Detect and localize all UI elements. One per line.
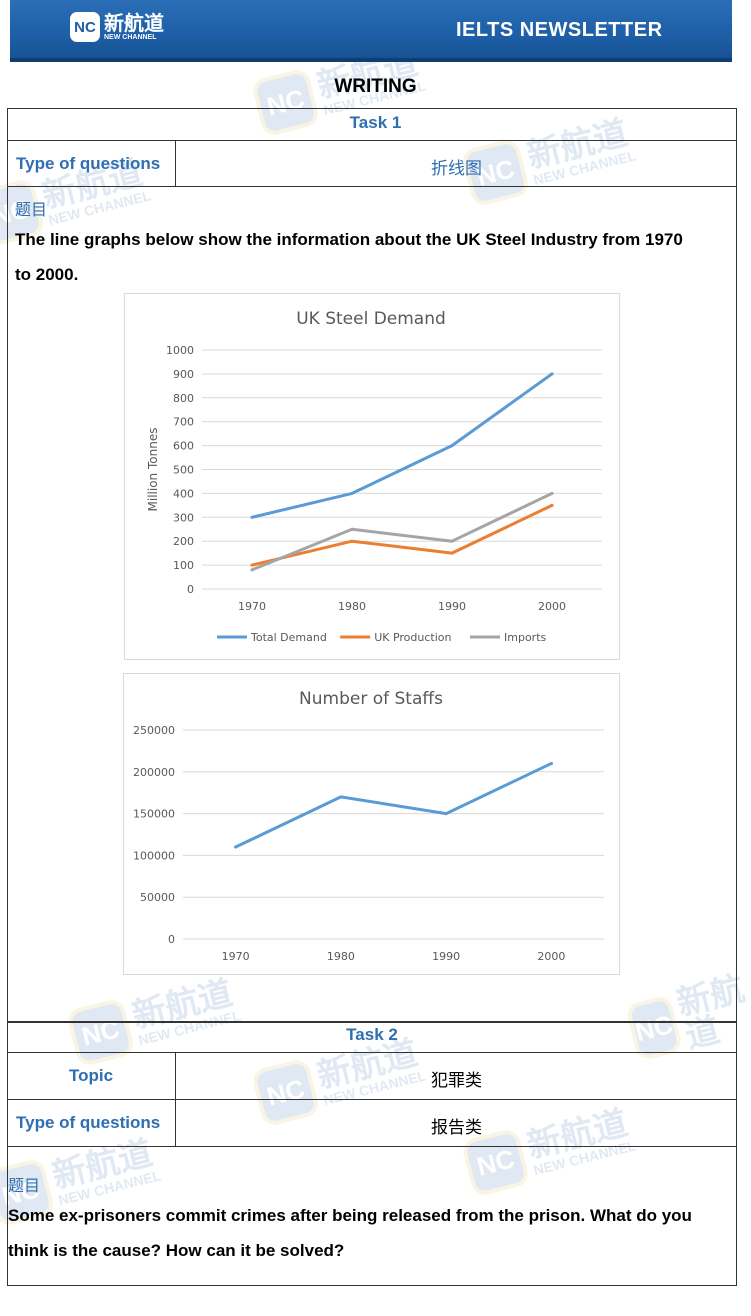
data-point — [450, 551, 454, 555]
y-tick-label: 150000 — [133, 808, 175, 821]
y-tick-label: 200000 — [133, 766, 175, 779]
table-divider — [7, 1099, 737, 1100]
x-tick-label: 1970 — [222, 950, 250, 963]
newsletter-header — [10, 0, 732, 62]
y-tick-label: 100 — [173, 559, 194, 572]
y-tick-label: 0 — [168, 933, 175, 946]
task2-topic-value: 犯罪类 — [431, 1071, 482, 1091]
data-point — [250, 515, 254, 519]
logo-mark-icon: NC — [70, 12, 100, 42]
chart-staffs-frame — [123, 673, 620, 975]
series-line — [250, 491, 554, 572]
legend-label: Total Demand — [250, 631, 327, 644]
y-tick-label: 700 — [173, 416, 194, 429]
task1-prompt-line2: to 2000. — [15, 265, 79, 284]
table-divider — [7, 140, 737, 141]
task2-table — [7, 1022, 737, 1286]
y-tick-label: 900 — [173, 368, 194, 381]
y-tick-label: 300 — [173, 511, 194, 524]
data-point — [550, 372, 554, 376]
task2-heading: Task 2 — [346, 1025, 398, 1044]
x-tick-label: 1980 — [327, 950, 355, 963]
data-point — [549, 761, 553, 765]
data-point — [450, 539, 454, 543]
data-point — [444, 812, 448, 816]
task1-type-value: 折线图 — [431, 159, 482, 179]
table-divider — [175, 1052, 176, 1146]
task2-type-value: 报告类 — [431, 1118, 482, 1138]
y-tick-label: 800 — [173, 392, 194, 405]
series-line — [250, 503, 554, 567]
x-tick-label: 2000 — [538, 600, 566, 613]
header-divider — [10, 58, 732, 62]
task2-type-label: Type of questions — [16, 1113, 161, 1132]
y-tick-label: 400 — [173, 487, 194, 500]
task1-table — [7, 108, 737, 1022]
y-axis-label: Million Tonnes — [146, 428, 160, 512]
data-point — [350, 539, 354, 543]
legend-label: Imports — [504, 631, 547, 644]
data-point — [234, 845, 238, 849]
task2-prompt-line1: Some ex-prisoners commit crimes after be… — [8, 1206, 692, 1225]
table-divider — [175, 140, 176, 186]
y-tick-label: 50000 — [140, 891, 175, 904]
y-tick-label: 200 — [173, 535, 194, 548]
task2-topic-label: Topic — [68, 1066, 114, 1085]
chart-staffs: Number of Staffs 0 50000 100000 150000 200000… — [133, 689, 604, 963]
data-point — [550, 491, 554, 495]
y-tick-label: 500 — [173, 464, 194, 477]
task2-prompt-line2: think is the cause? How can it be solved… — [8, 1241, 345, 1260]
x-tick-label: 1970 — [238, 600, 266, 613]
y-tick-label: 100000 — [133, 849, 175, 862]
table-divider — [7, 1052, 737, 1053]
series-line — [234, 761, 553, 849]
chart-steel-demand-frame — [124, 293, 620, 660]
task1-heading: Task 1 — [349, 113, 402, 132]
data-point — [550, 503, 554, 507]
table-divider — [7, 186, 737, 187]
y-tick-label: 600 — [173, 440, 194, 453]
y-tick-label: 1000 — [166, 344, 194, 357]
section-title: WRITING — [334, 76, 417, 97]
data-point — [250, 568, 254, 572]
logo-en-text: NEW CHANNEL — [104, 34, 157, 41]
chart-steel-demand: UK Steel Demand 0 100 200 300 400 500 600 700 800… — [146, 309, 602, 644]
data-point — [450, 444, 454, 448]
data-point — [250, 563, 254, 567]
y-tick-label: 0 — [187, 583, 194, 596]
chart-title: Number of Staffs — [299, 689, 443, 709]
chart-title: UK Steel Demand — [296, 309, 446, 329]
x-tick-label: 1990 — [432, 950, 460, 963]
brand-logo: NC 新航道 NEW CHANNEL — [70, 12, 164, 42]
table-divider — [7, 1146, 737, 1147]
series-line — [250, 372, 554, 519]
x-tick-label: 1990 — [438, 600, 466, 613]
x-tick-label: 2000 — [537, 950, 565, 963]
task2-prompt-label: 题目 — [8, 1176, 41, 1195]
legend-label: UK Production — [374, 631, 451, 644]
data-point — [339, 795, 343, 799]
data-point — [350, 491, 354, 495]
newsletter-title: IELTS NEWSLETTER — [456, 19, 663, 41]
x-tick-label: 1980 — [338, 600, 366, 613]
task1-type-label: Type of questions — [16, 154, 161, 173]
task1-prompt-line1: The line graphs below show the informati… — [15, 230, 683, 249]
y-tick-label: 250000 — [133, 724, 175, 737]
task1-prompt-label: 题目 — [15, 200, 48, 219]
data-point — [350, 527, 354, 531]
logo-cn-text: 新航道 — [104, 11, 164, 35]
